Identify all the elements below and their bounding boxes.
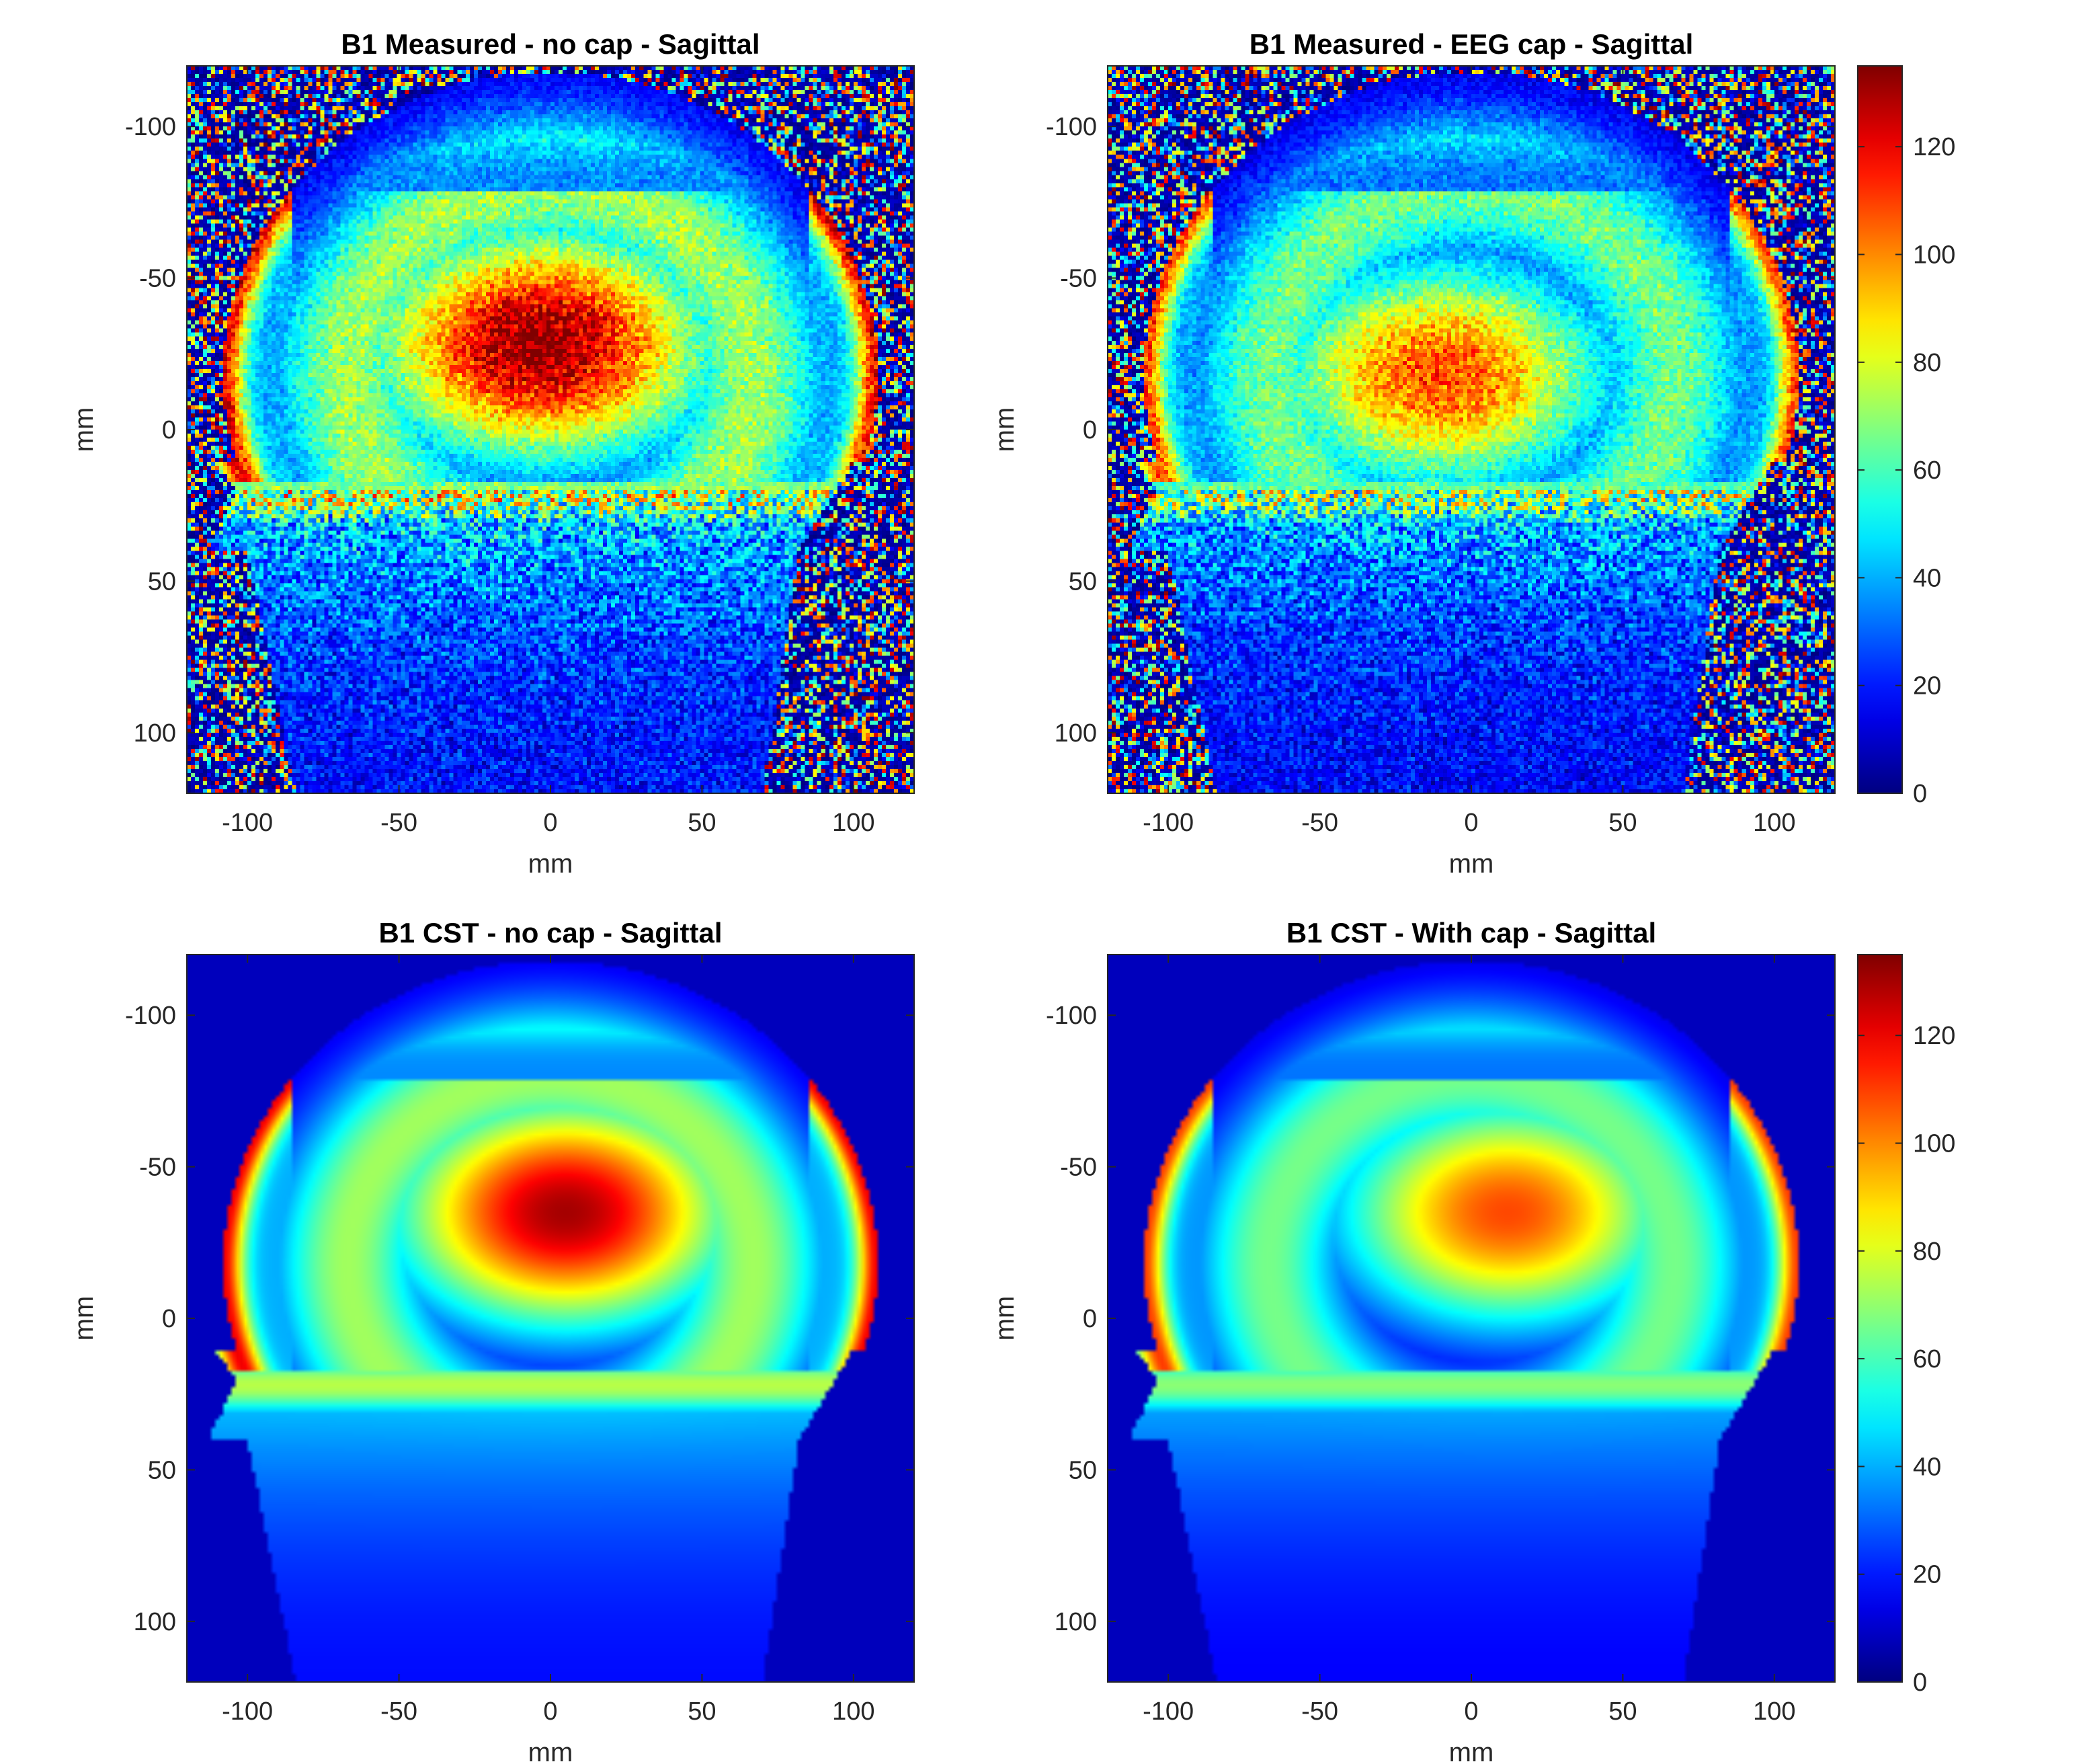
y-tick-label: 100 [1055,1608,1097,1636]
axes-4: -100 -50 0 50 100 -100 -50 0 50 100 mm mm B1 CST - W… [990,917,1836,1764]
y-tick-label: 50 [1069,567,1097,596]
y-tick-label: 100 [1055,719,1097,748]
colorbar-tick-label: 80 [1913,1238,1941,1266]
y-tick-label: -100 [1046,113,1097,141]
heatmap-raster [187,955,914,1682]
colorbar-tick-label: 60 [1913,1345,1941,1373]
heatmap-image [1108,66,1835,793]
y-axis-label: mm [69,407,99,452]
x-tick-label: 100 [1753,1697,1795,1726]
y-axis-label: mm [69,1296,99,1341]
colorbar-tick-label: 0 [1913,780,1927,808]
heatmap-image [1108,955,1835,1682]
x-tick-label: 0 [543,809,557,837]
x-axis-label: mm [1449,1738,1494,1764]
x-tick-label: -100 [1143,809,1194,837]
chart-title: B1 Measured - no cap - Sagittal [341,28,760,60]
axes-1: -100 -50 0 50 100 -100 -50 0 50 100 mm mm B1 Measure… [69,28,915,879]
x-tick-label: -50 [380,1697,417,1726]
y-tick-label: -50 [139,1154,176,1182]
x-tick-label: -50 [1301,809,1338,837]
heatmap-raster [1108,955,1835,1682]
colorbar-tick-label: 120 [1913,1022,1955,1050]
y-tick-label: -100 [125,113,176,141]
chart-title: B1 Measured - EEG cap - Sagittal [1250,28,1694,60]
colorbar-tick-label: 20 [1913,1561,1941,1589]
x-tick-label: -50 [380,809,417,837]
y-tick-label: -50 [1060,1154,1097,1182]
colorbar-2: 0 20 40 60 80 100 120 [1857,65,1955,808]
colorbar-tick-label: 100 [1913,241,1955,270]
axes-3: -100 -50 0 50 100 -100 -50 0 50 100 mm mm B1 CST - n… [69,917,915,1764]
heatmap-raster [187,66,914,793]
y-tick-label: 0 [1083,1305,1097,1333]
x-tick-label: 0 [1464,809,1478,837]
y-tick-label: 100 [134,719,176,748]
colorbar-tick-label: 120 [1913,133,1955,161]
y-tick-label: 0 [1083,416,1097,444]
x-axis-label: mm [528,849,573,879]
y-tick-label: 50 [1069,1456,1097,1484]
heatmap-raster [1108,66,1835,793]
x-tick-label: 50 [1608,809,1637,837]
x-tick-label: 0 [543,1697,557,1726]
x-tick-label: -100 [222,809,273,837]
x-tick-label: 50 [688,809,716,837]
colorbar-tick-label: 100 [1913,1130,1955,1158]
colorbar-tick-label: 80 [1913,349,1941,377]
x-tick-label: 0 [1464,1697,1478,1726]
colorbar-tick-label: 40 [1913,564,1941,592]
chart-title: B1 CST - no cap - Sagittal [378,917,722,949]
colorbar-gradient [1857,65,1903,794]
colorbar-4: 0 20 40 60 80 100 120 [1857,954,1955,1697]
x-tick-label: -100 [1143,1697,1194,1726]
x-tick-label: 50 [1608,1697,1637,1726]
y-axis-label: mm [990,1296,1020,1341]
colorbar-gradient [1857,954,1903,1683]
y-axis-label: mm [990,407,1020,452]
y-tick-label: -50 [1060,265,1097,293]
colorbar-tick-label: 20 [1913,672,1941,700]
y-tick-label: 50 [148,1456,176,1484]
x-tick-label: 50 [688,1697,716,1726]
x-tick-label: 100 [832,1697,874,1726]
y-tick-label: -50 [139,265,176,293]
heatmap-image [187,66,914,793]
x-axis-label: mm [1449,849,1494,879]
x-tick-label: 100 [832,809,874,837]
heatmap-image [187,955,914,1682]
x-axis-label: mm [528,1738,573,1764]
y-tick-label: 0 [162,1305,176,1333]
y-tick-label: 100 [134,1608,176,1636]
colorbar-tick-label: 0 [1913,1669,1927,1697]
x-tick-label: -50 [1301,1697,1338,1726]
axes-2: -100 -50 0 50 100 -100 -50 0 50 100 mm mm B1 Measure… [990,28,1836,879]
colorbar-tick-label: 40 [1913,1453,1941,1481]
chart-title: B1 CST - With cap - Sagittal [1286,917,1656,949]
y-tick-label: 0 [162,416,176,444]
y-tick-label: -100 [1046,1002,1097,1030]
x-tick-label: 100 [1753,809,1795,837]
y-tick-label: -100 [125,1002,176,1030]
y-tick-label: 50 [148,567,176,596]
x-tick-label: -100 [222,1697,273,1726]
colorbar-tick-label: 60 [1913,456,1941,485]
